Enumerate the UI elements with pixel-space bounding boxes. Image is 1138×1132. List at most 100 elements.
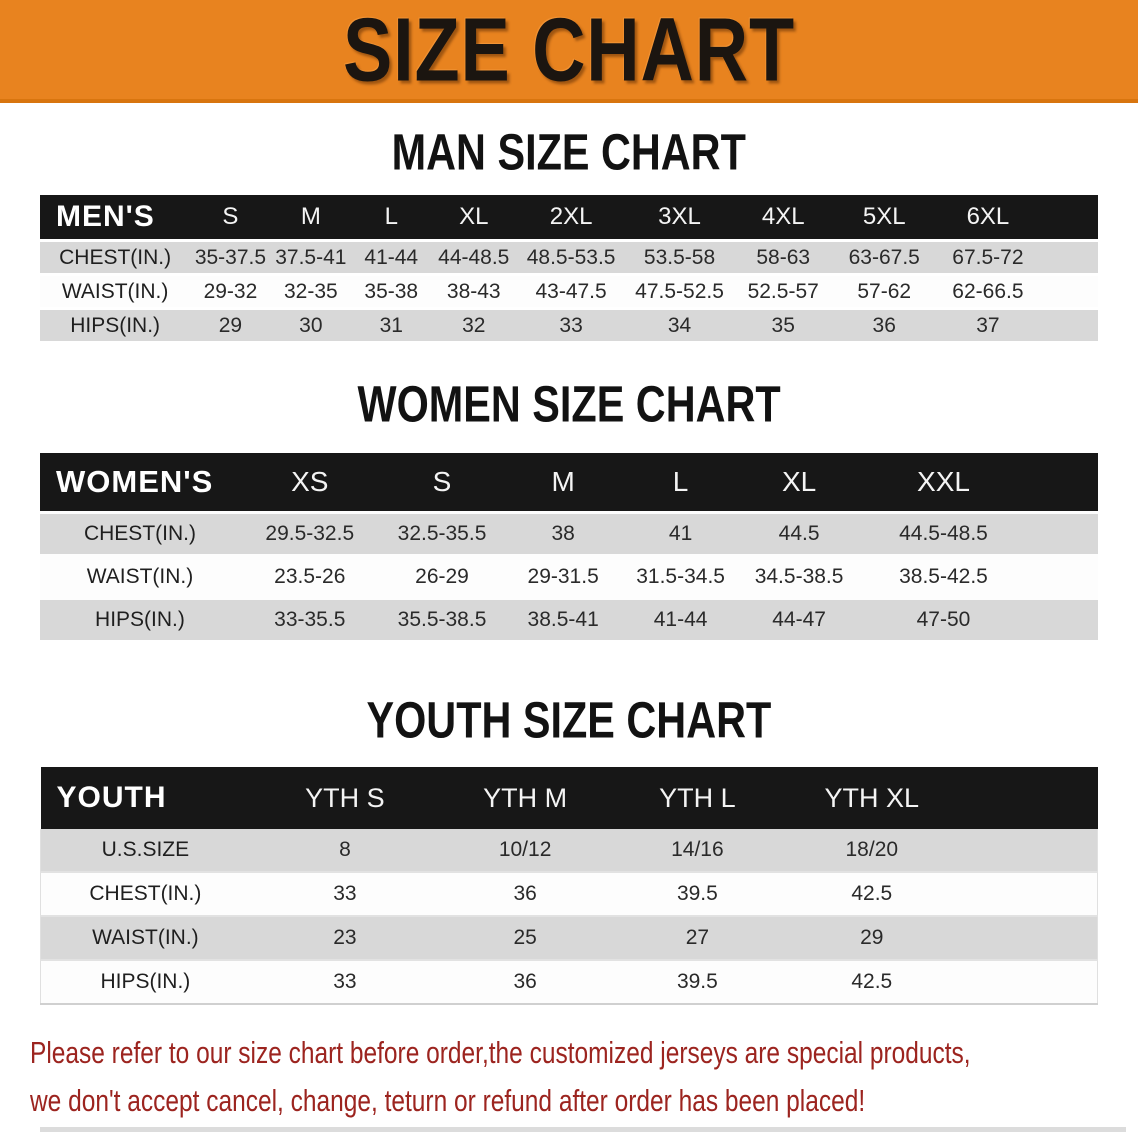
table-cell: 31 (351, 307, 432, 341)
table-cell: 32.5-35.5 (379, 511, 505, 556)
table-row: HIPS(IN.) 29 30 31 32 33 34 35 36 37 (40, 307, 1098, 341)
table-cell: 62-66.5 (935, 273, 1041, 309)
column-header: XL (431, 195, 517, 241)
youth-section-title: YOUTH SIZE CHART (366, 691, 772, 749)
column-header: L (621, 453, 740, 513)
column-header: YTH XL (784, 767, 959, 829)
table-cell: 23 (249, 915, 441, 960)
row-label: CHEST(IN.) (40, 511, 240, 556)
table-cell: 10/12 (440, 829, 611, 872)
table-cell: 36 (833, 307, 936, 341)
table-cell: 42.5 (784, 959, 959, 1004)
youth-section: YOUTH SIZE CHART YOUTH YTH S YTH M YTH L YTH… (0, 691, 1138, 1005)
row-label: WAIST(IN.) (40, 554, 240, 599)
column-header: 2XL (516, 195, 627, 241)
table-cell: 37.5-41 (270, 239, 352, 275)
table-cell: 41-44 (621, 597, 740, 640)
table-cell: 44.5 (739, 511, 859, 556)
table-row: CHEST(IN.) 33 36 39.5 42.5 (40, 871, 1098, 916)
table-cell: 31.5-34.5 (621, 554, 740, 599)
row-filler-cell (958, 829, 1098, 872)
table-cell: 35-37.5 (190, 239, 271, 275)
table-cell: 36 (440, 871, 611, 916)
header-filler-cell (1028, 453, 1098, 513)
row-filler-cell (1028, 554, 1098, 599)
table-cell: 58-63 (732, 239, 834, 275)
mens-section: MAN SIZE CHART MEN'S S M L XL 2XL 3XL 4XL 5XL 6XL… (0, 127, 1138, 341)
table-cell: 41-44 (351, 239, 432, 275)
table-cell: 35 (732, 307, 834, 341)
table-header-row: WOMEN'S XS S M L XL XXL (40, 453, 1098, 513)
column-header: 3XL (626, 195, 733, 241)
column-header: YTH L (610, 767, 785, 829)
table-cell: 57-62 (833, 273, 936, 309)
column-header: S (379, 453, 505, 513)
column-header: M (270, 195, 352, 241)
row-filler-cell (1040, 273, 1098, 309)
womens-size-table: WOMEN'S XS S M L XL XXL CHEST(IN.) 29.5-32.5 32.5… (40, 453, 1098, 640)
column-header: XL (739, 453, 859, 513)
row-filler-cell (958, 871, 1098, 916)
table-cell: 47-50 (858, 597, 1029, 640)
row-label: WAIST(IN.) (40, 273, 191, 309)
row-label: HIPS(IN.) (40, 307, 191, 341)
column-header: YTH S (249, 767, 441, 829)
table-cell: 29.5-32.5 (239, 511, 380, 556)
column-header: YTH M (440, 767, 611, 829)
row-filler-cell (1028, 511, 1098, 556)
table-cell: 29-32 (190, 273, 271, 309)
table-cell: 42.5 (784, 871, 959, 916)
row-label: CHEST(IN.) (40, 239, 191, 275)
table-cell: 44.5-48.5 (858, 511, 1029, 556)
column-header: M (504, 453, 622, 513)
table-cell: 8 (249, 829, 441, 872)
row-label: HIPS(IN.) (40, 959, 250, 1004)
table-row: WAIST(IN.) 29-32 32-35 35-38 38-43 43-47.5 47.… (40, 273, 1098, 309)
table-cell: 38 (504, 511, 622, 556)
table-cell: 34 (626, 307, 733, 341)
table-row: U.S.SIZE 8 10/12 14/16 18/20 (40, 829, 1098, 872)
row-label: WAIST(IN.) (40, 915, 250, 960)
row-filler-cell (1040, 307, 1098, 341)
table-cell: 29-31.5 (504, 554, 622, 599)
table-row: WAIST(IN.) 23.5-26 26-29 29-31.5 31.5-34.5 34… (40, 554, 1098, 599)
table-cell: 63-67.5 (833, 239, 936, 275)
banner: SIZE CHART (0, 0, 1138, 103)
row-label: HIPS(IN.) (40, 597, 240, 640)
column-header: 5XL (833, 195, 936, 241)
table-row: HIPS(IN.) 33-35.5 35.5-38.5 38.5-41 41-44 44-… (40, 597, 1098, 640)
table-cell: 48.5-53.5 (516, 239, 627, 275)
row-filler-cell (1028, 597, 1098, 640)
row-label: U.S.SIZE (40, 829, 250, 872)
table-cell: 43-47.5 (516, 273, 627, 309)
table-cell: 47.5-52.5 (626, 273, 733, 309)
table-row: CHEST(IN.) 29.5-32.5 32.5-35.5 38 41 44.5 44.5… (40, 511, 1098, 556)
table-cell: 34.5-38.5 (739, 554, 859, 599)
header-filler-cell (1040, 195, 1098, 241)
table-cell: 38-43 (431, 273, 517, 309)
disclaimer-line-2: we don't accept cancel, change, teturn o… (30, 1083, 866, 1118)
table-cell: 27 (610, 915, 785, 960)
table-cell: 29 (784, 915, 959, 960)
disclaimer: Please refer to our size chart before or… (30, 1029, 1138, 1125)
table-row: CHEST(IN.) 35-37.5 37.5-41 41-44 44-48.5 48.5… (40, 239, 1098, 275)
table-cell: 38.5-42.5 (858, 554, 1029, 599)
page-title-text: SIZE CHART (343, 0, 795, 100)
header-filler-cell (958, 767, 1098, 829)
table-cell: 38.5-41 (504, 597, 622, 640)
row-filler-cell (958, 915, 1098, 960)
table-cell: 39.5 (610, 871, 785, 916)
table-cell: 36 (440, 959, 611, 1004)
table-row: WAIST(IN.) 23 25 27 29 (40, 915, 1098, 960)
table-header-row: YOUTH YTH S YTH M YTH L YTH XL (40, 767, 1098, 829)
page-title: SIZE CHART (300, 0, 838, 100)
table-cell: 33-35.5 (239, 597, 380, 640)
table-cell: 41 (621, 511, 740, 556)
column-header: S (190, 195, 271, 241)
column-header: 4XL (732, 195, 834, 241)
table-cell: 33 (516, 307, 627, 341)
table-cell: 37 (935, 307, 1041, 341)
youth-size-table: YOUTH YTH S YTH M YTH L YTH XL U.S.SIZE 8 10/12… (40, 767, 1098, 1005)
column-header: 6XL (935, 195, 1041, 241)
